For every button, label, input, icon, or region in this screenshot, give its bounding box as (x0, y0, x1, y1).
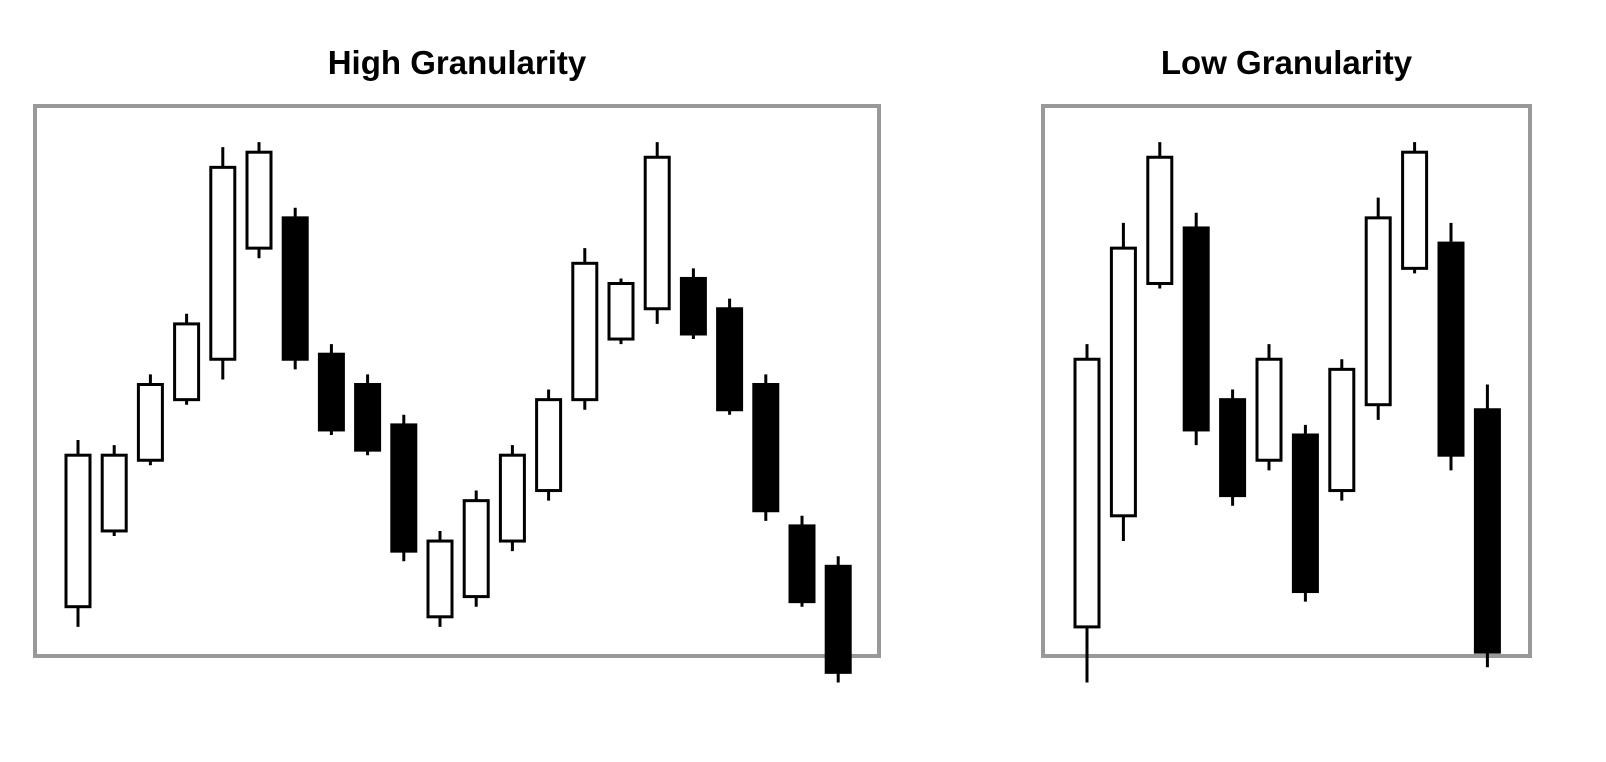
candle-6-bullish (1255, 344, 1283, 471)
candle-18-bearish (679, 268, 707, 340)
candle-2-bullish (1109, 222, 1137, 542)
candle-body (1473, 408, 1501, 654)
candle-3-bullish (136, 374, 164, 466)
candle-20-bearish (752, 374, 780, 521)
candle-7-bearish (281, 207, 309, 370)
candle-4-bullish (173, 313, 201, 405)
candle-1-bullish (1073, 344, 1101, 683)
candle-21-bearish (788, 515, 816, 607)
candle-body (64, 453, 92, 609)
candle-body (173, 322, 201, 402)
candle-16-bullish (607, 278, 635, 345)
candle-body (1328, 367, 1356, 493)
candle-9-bearish (354, 374, 382, 456)
candle-body (1219, 398, 1247, 498)
candle-body (1401, 150, 1429, 270)
candle-8-bearish (317, 344, 345, 435)
candle-10-bearish (390, 414, 418, 562)
candle-6-bullish (245, 142, 273, 259)
candle-5-bearish (1219, 389, 1247, 506)
candle-11-bullish (426, 530, 454, 627)
candle-13-bullish (498, 445, 526, 552)
candle-body (1182, 226, 1210, 432)
candle-10-bullish (1401, 142, 1429, 274)
candle-body (607, 282, 635, 341)
chart-title-high-granularity: High Granularity (327, 44, 587, 81)
candle-body (1255, 357, 1283, 462)
candle-9-bullish (1364, 197, 1392, 420)
candle-8-bullish (1328, 359, 1356, 501)
candle-body (1437, 241, 1465, 457)
chart-panel-high-granularity (33, 104, 881, 683)
candle-body (535, 398, 563, 493)
candle-body (136, 383, 164, 462)
candle-19-bearish (716, 298, 744, 415)
candle-2-bullish (100, 445, 128, 536)
candle-body (209, 165, 237, 361)
candle-body (643, 155, 671, 311)
candle-body (788, 524, 816, 604)
candle-5-bullish (209, 147, 237, 380)
plot-frame (33, 104, 881, 658)
candle-body (1109, 246, 1137, 518)
candle-11-bearish (1437, 222, 1465, 471)
candle-body (426, 539, 454, 619)
candle-7-bearish (1291, 424, 1319, 602)
candle-body (716, 307, 744, 412)
candle-body (1073, 357, 1101, 629)
candle-body (498, 453, 526, 543)
candle-4-bearish (1182, 212, 1210, 446)
candle-body (354, 383, 382, 452)
candle-body (1146, 155, 1174, 285)
candle-17-bullish (643, 142, 671, 324)
chart-title-low-granularity: Low Granularity (1160, 44, 1413, 81)
candle-body (317, 352, 345, 432)
chart-panel-low-granularity (1041, 104, 1532, 683)
candle-12-bullish (462, 490, 490, 607)
candle-body (679, 276, 707, 336)
candle-22-bearish (824, 556, 852, 683)
candle-body (752, 383, 780, 513)
candle-body (571, 261, 599, 402)
candle-body (824, 564, 852, 674)
candle-12-bearish (1473, 384, 1501, 668)
candle-14-bullish (535, 389, 563, 501)
candle-body (1291, 433, 1319, 594)
candle-body (390, 423, 418, 553)
candle-body (462, 499, 490, 599)
candle-body (100, 453, 128, 533)
candle-15-bullish (571, 248, 599, 410)
candle-1-bullish (64, 440, 92, 627)
candle-body (1364, 216, 1392, 407)
candle-body (281, 216, 309, 361)
candle-3-bullish (1146, 142, 1174, 289)
plot-frame (1041, 104, 1532, 658)
candle-body (245, 150, 273, 250)
